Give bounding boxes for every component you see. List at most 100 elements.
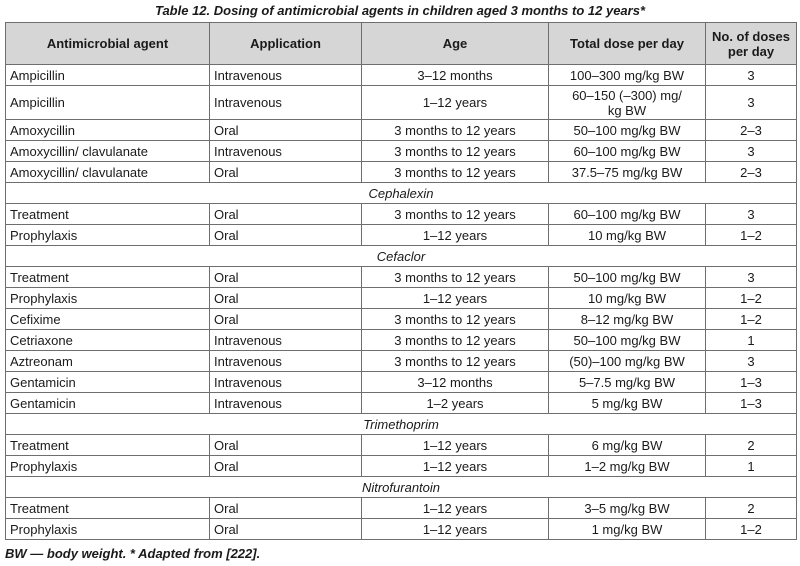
table-row: Ampicillin Intravenous 1–12 years 60–150 (–…: [5, 85, 797, 120]
cell-agent: Prophylaxis: [5, 224, 210, 246]
table-row: Prophylaxis Oral 1–12 years 1 mg/kg BW 1–2: [5, 518, 797, 540]
table-row: Cefixime Oral 3 months to 12 years 8–12 mg/…: [5, 308, 797, 330]
cell-application: Oral: [209, 434, 362, 456]
table-row: Amoxycillin/ clavulanate Oral 3 months to …: [5, 161, 797, 183]
cell-dose: 8–12 mg/kg BW: [548, 308, 706, 330]
cell-application: Oral: [209, 224, 362, 246]
table-caption: Table 12. Dosing of antimicrobial agents…: [154, 3, 646, 18]
header-doses-line2: per day: [727, 43, 775, 59]
table-row: Gentamicin Intravenous 3–12 months 5–7.5 mg…: [5, 371, 797, 393]
cell-agent: Gentamicin: [5, 392, 210, 414]
cell-agent: Treatment: [5, 497, 210, 519]
header-age: Age: [361, 22, 549, 65]
cell-age: 3 months to 12 years: [361, 119, 549, 141]
cell-dose: (50)–100 mg/kg BW: [548, 350, 706, 372]
cell-dose: 50–100 mg/kg BW: [548, 266, 706, 288]
cell-agent: Cefixime: [5, 308, 210, 330]
table-row: Amoxycillin/ clavulanate Intravenous 3 mon…: [5, 140, 797, 162]
cell-doses: 1–2: [705, 287, 797, 309]
cell-dose-line2: kg BW: [607, 102, 647, 118]
cell-doses: 2: [705, 434, 797, 456]
cell-doses: 1–3: [705, 371, 797, 393]
cell-application: Oral: [209, 455, 362, 477]
header-application: Application: [209, 22, 362, 65]
header-doses: No. of doses per day: [705, 22, 797, 65]
cell-age: 3 months to 12 years: [361, 161, 549, 183]
cell-doses: 3: [705, 350, 797, 372]
cell-dose: 60–150 (–300) mg/kg BW: [548, 85, 706, 120]
cell-agent: Aztreonam: [5, 350, 210, 372]
cell-application: Intravenous: [209, 64, 362, 86]
cell-age: 1–12 years: [361, 518, 549, 540]
section-label: Cefaclor: [5, 245, 797, 267]
table-header-row: Antimicrobial agent Application Age Tota…: [5, 22, 797, 65]
cell-doses: 2–3: [705, 161, 797, 183]
dosing-table: Antimicrobial agent Application Age Tota…: [5, 22, 797, 540]
table-section-row: Trimethoprim: [5, 413, 797, 435]
table-row: Ampicillin Intravenous 3–12 months 100–300 …: [5, 64, 797, 86]
cell-doses: 2–3: [705, 119, 797, 141]
cell-doses: 1: [705, 455, 797, 477]
cell-age: 1–12 years: [361, 224, 549, 246]
table-row: Treatment Oral 1–12 years 6 mg/kg BW 2: [5, 434, 797, 456]
section-label: Trimethoprim: [5, 413, 797, 435]
cell-dose: 10 mg/kg BW: [548, 287, 706, 309]
cell-dose: 3–5 mg/kg BW: [548, 497, 706, 519]
cell-agent: Prophylaxis: [5, 455, 210, 477]
cell-application: Oral: [209, 266, 362, 288]
cell-application: Intravenous: [209, 85, 362, 120]
cell-doses: 3: [705, 140, 797, 162]
table-row: Treatment Oral 3 months to 12 years 60–100 …: [5, 203, 797, 225]
cell-application: Intravenous: [209, 140, 362, 162]
table-row: Treatment Oral 1–12 years 3–5 mg/kg BW 2: [5, 497, 797, 519]
cell-agent: Treatment: [5, 266, 210, 288]
table-body: Ampicillin Intravenous 3–12 months 100–300 …: [5, 64, 797, 540]
cell-agent: Amoxycillin: [5, 119, 210, 141]
cell-dose: 50–100 mg/kg BW: [548, 119, 706, 141]
cell-agent: Amoxycillin/ clavulanate: [5, 161, 210, 183]
table-section-row: Nitrofurantoin: [5, 476, 797, 498]
cell-age: 1–12 years: [361, 287, 549, 309]
cell-doses: 1–3: [705, 392, 797, 414]
cell-doses: 1–2: [705, 224, 797, 246]
cell-dose: 10 mg/kg BW: [548, 224, 706, 246]
cell-agent: Treatment: [5, 203, 210, 225]
cell-dose-line1: 60–150 (–300) mg/: [572, 87, 682, 103]
cell-age: 3 months to 12 years: [361, 266, 549, 288]
cell-application: Intravenous: [209, 350, 362, 372]
table-row: Amoxycillin Oral 3 months to 12 years 50–10…: [5, 119, 797, 141]
table-section-row: Cefaclor: [5, 245, 797, 267]
cell-doses: 3: [705, 64, 797, 86]
cell-dose: 1–2 mg/kg BW: [548, 455, 706, 477]
cell-agent: Cetriaxone: [5, 329, 210, 351]
cell-application: Oral: [209, 287, 362, 309]
cell-dose: 1 mg/kg BW: [548, 518, 706, 540]
cell-age: 3 months to 12 years: [361, 329, 549, 351]
header-doses-line1: No. of doses: [711, 28, 790, 44]
cell-doses: 2: [705, 497, 797, 519]
cell-age: 3–12 months: [361, 371, 549, 393]
cell-doses: 3: [705, 203, 797, 225]
cell-agent: Gentamicin: [5, 371, 210, 393]
cell-age: 1–12 years: [361, 497, 549, 519]
header-dose: Total dose per day: [548, 22, 706, 65]
cell-doses: 1: [705, 329, 797, 351]
table-footnote: BW — body weight. * Adapted from [222].: [5, 546, 261, 561]
cell-age: 3 months to 12 years: [361, 140, 549, 162]
cell-dose: 50–100 mg/kg BW: [548, 329, 706, 351]
table-section-row: Cephalexin: [5, 182, 797, 204]
cell-age: 1–12 years: [361, 85, 549, 120]
cell-application: Oral: [209, 497, 362, 519]
cell-application: Intravenous: [209, 392, 362, 414]
cell-age: 3 months to 12 years: [361, 350, 549, 372]
table-row: Cetriaxone Intravenous 3 months to 12 year…: [5, 329, 797, 351]
cell-agent: Prophylaxis: [5, 287, 210, 309]
cell-doses: 1–2: [705, 308, 797, 330]
cell-dose: 60–100 mg/kg BW: [548, 140, 706, 162]
cell-age: 3 months to 12 years: [361, 203, 549, 225]
cell-doses: 3: [705, 85, 797, 120]
table-row: Gentamicin Intravenous 1–2 years 5 mg/kg BW…: [5, 392, 797, 414]
section-label: Cephalexin: [5, 182, 797, 204]
cell-application: Intravenous: [209, 371, 362, 393]
